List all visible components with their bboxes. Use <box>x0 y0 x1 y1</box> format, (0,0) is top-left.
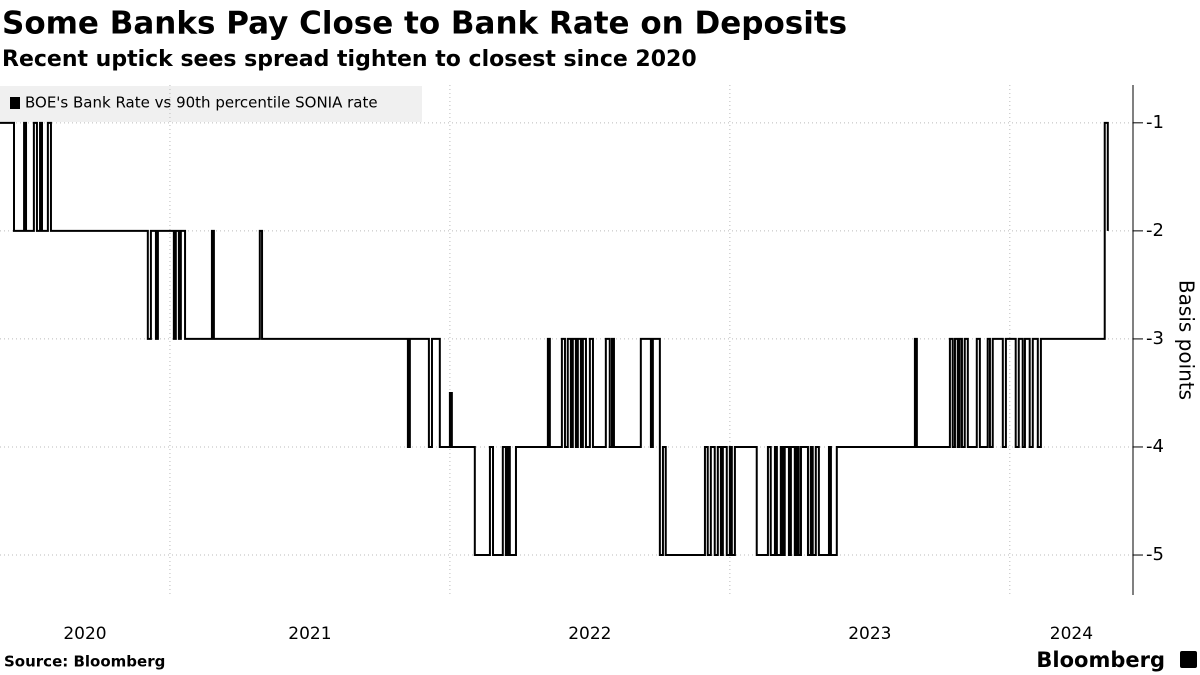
y-tick-label: -4 <box>1146 436 1164 457</box>
legend-swatch <box>10 97 20 109</box>
brand-icon <box>1180 651 1197 668</box>
brand: Bloomberg <box>1036 648 1165 672</box>
y-tick-label: -3 <box>1146 328 1164 349</box>
x-tick-label: 2022 <box>568 624 611 644</box>
y-tick-label: -5 <box>1146 544 1164 565</box>
chart-subtitle: Recent uptick sees spread tighten to clo… <box>2 47 697 72</box>
y-axis-label: Basis points <box>1175 280 1199 400</box>
x-tick-label: 2024 <box>1050 624 1093 644</box>
legend-box <box>0 86 422 122</box>
y-tick-label: -1 <box>1146 112 1164 133</box>
x-tick-label: 2021 <box>288 624 331 644</box>
y-tick-label: -2 <box>1146 220 1164 241</box>
legend-label: BOE's Bank Rate vs 90th percentile SONIA… <box>25 94 378 112</box>
source: Source: Bloomberg <box>4 653 165 671</box>
chart-title: Some Banks Pay Close to Bank Rate on Dep… <box>2 6 847 42</box>
x-tick-label: 2023 <box>848 624 891 644</box>
line-series <box>0 121 1109 557</box>
x-tick-label: 2020 <box>63 624 106 644</box>
